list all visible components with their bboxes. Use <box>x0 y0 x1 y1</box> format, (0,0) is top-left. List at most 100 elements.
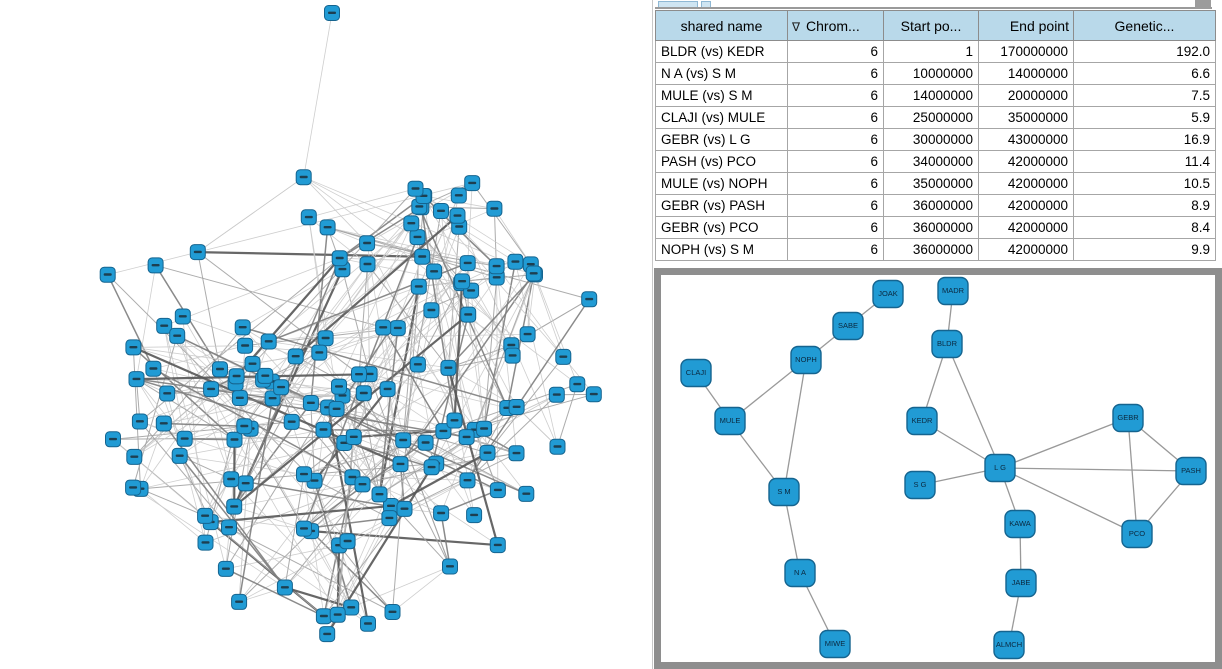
network-node[interactable] <box>379 381 396 398</box>
network-node[interactable] <box>315 421 332 438</box>
node-NOPH[interactable]: NOPH <box>790 345 822 375</box>
network-node[interactable] <box>169 327 186 344</box>
network-node[interactable] <box>488 258 505 275</box>
table-row[interactable]: MULE (vs) NOPH 6 35000000 42000000 10.5 <box>655 172 1216 195</box>
network-node[interactable] <box>319 219 336 236</box>
network-node[interactable] <box>300 209 317 226</box>
node-SABE[interactable]: SABE <box>832 311 864 341</box>
network-node[interactable] <box>409 356 426 373</box>
network-node[interactable] <box>525 265 542 282</box>
network-node[interactable] <box>508 399 525 415</box>
network-node[interactable] <box>237 475 254 492</box>
network-node[interactable] <box>203 381 220 398</box>
network-node[interactable] <box>450 187 467 204</box>
network-node[interactable] <box>328 401 345 417</box>
network-node[interactable] <box>189 244 206 261</box>
network-node[interactable] <box>407 180 424 197</box>
edge-LG-PASH[interactable] <box>999 467 1192 472</box>
network-node[interactable] <box>433 505 450 522</box>
network-node[interactable] <box>435 423 452 440</box>
network-node[interactable] <box>417 434 434 451</box>
network-node[interactable] <box>317 330 334 347</box>
network-node[interactable] <box>226 431 243 448</box>
network-node[interactable] <box>126 448 143 465</box>
network-node[interactable] <box>343 599 360 616</box>
network-node[interactable] <box>260 333 277 350</box>
network-node[interactable] <box>302 395 319 411</box>
network-node[interactable] <box>410 278 427 295</box>
network-node[interactable] <box>569 376 586 393</box>
network-node[interactable] <box>440 359 457 376</box>
network-node[interactable] <box>449 207 466 224</box>
network-node[interactable] <box>131 413 148 430</box>
edge-GEBR-PCO[interactable] <box>1127 417 1138 535</box>
network-node[interactable] <box>331 250 348 267</box>
network-node[interactable] <box>226 498 243 515</box>
network-node[interactable] <box>548 386 565 403</box>
sort-filter-icon[interactable]: ∇ <box>792 19 801 34</box>
network-node[interactable] <box>244 355 261 372</box>
network-node[interactable] <box>426 263 443 280</box>
network-node[interactable] <box>354 476 371 493</box>
network-node[interactable] <box>508 445 525 462</box>
network-node[interactable] <box>414 248 431 265</box>
network-node[interactable] <box>371 486 388 503</box>
network-node[interactable] <box>518 485 535 502</box>
node-SG[interactable]: S G <box>904 470 936 500</box>
network-node[interactable] <box>147 257 164 274</box>
network-node[interactable] <box>223 471 240 488</box>
network-node[interactable] <box>125 339 142 356</box>
node-JOAK[interactable]: JOAK <box>872 279 904 309</box>
network-node[interactable] <box>403 215 420 232</box>
column-header-end-point[interactable]: End point <box>978 10 1074 41</box>
network-node[interactable] <box>466 507 483 524</box>
node-JABE[interactable]: JABE <box>1005 568 1037 598</box>
node-PCO[interactable]: PCO <box>1121 519 1153 549</box>
node-CLAJI[interactable]: CLAJI <box>680 358 712 388</box>
network-node[interactable] <box>99 266 116 283</box>
network-node[interactable] <box>423 302 440 319</box>
node-KEDR[interactable]: KEDR <box>906 406 938 436</box>
network-node[interactable] <box>486 200 503 217</box>
network-node[interactable] <box>221 519 237 536</box>
network-node[interactable] <box>145 360 162 377</box>
network-node[interactable] <box>174 308 191 325</box>
table-row[interactable]: PASH (vs) PCO 6 34000000 42000000 11.4 <box>655 150 1216 173</box>
network-node[interactable] <box>231 593 248 610</box>
network-node[interactable] <box>519 326 536 343</box>
edge-NOPH-SM[interactable] <box>783 359 807 493</box>
network-node[interactable] <box>454 273 471 290</box>
network-node[interactable] <box>296 520 312 537</box>
network-node[interactable] <box>283 413 300 430</box>
network-node[interactable] <box>375 319 392 336</box>
network-node[interactable] <box>296 466 312 483</box>
table-row[interactable]: BLDR (vs) KEDR 6 1 170000000 192.0 <box>655 40 1216 63</box>
network-node[interactable] <box>360 615 376 632</box>
small-network-canvas[interactable]: JOAK MADR SABE BLDR NOPH CLAJI MULE KEDR GEBR L G… <box>661 275 1215 662</box>
edge-LG-PCO[interactable] <box>999 467 1138 535</box>
network-node[interactable] <box>156 317 173 334</box>
network-node[interactable] <box>197 534 214 551</box>
network-node[interactable] <box>384 604 401 620</box>
node-SM[interactable]: S M <box>768 477 800 507</box>
network-node[interactable] <box>555 348 572 365</box>
edge-LG-GEBR[interactable] <box>999 417 1129 469</box>
network-node[interactable] <box>459 255 476 272</box>
network-node[interactable] <box>329 606 346 623</box>
table-row[interactable]: GEBR (vs) PASH 6 36000000 42000000 8.9 <box>655 194 1216 217</box>
table-row[interactable]: GEBR (vs) L G 6 30000000 43000000 16.9 <box>655 128 1216 151</box>
network-node[interactable] <box>276 579 293 596</box>
network-node[interactable] <box>217 560 234 577</box>
network-node[interactable] <box>489 537 506 554</box>
scrollbar-remnant[interactable] <box>1195 0 1211 9</box>
network-node[interactable] <box>460 306 477 323</box>
network-node[interactable] <box>359 235 376 252</box>
node-KAWA[interactable]: KAWA <box>1004 509 1036 539</box>
network-node[interactable] <box>423 459 440 476</box>
network-node[interactable] <box>581 291 598 308</box>
network-node[interactable] <box>315 608 332 625</box>
network-node[interactable] <box>464 175 481 192</box>
network-node[interactable] <box>171 447 188 464</box>
network-node[interactable] <box>236 418 253 435</box>
table-row[interactable]: MULE (vs) S M 6 14000000 20000000 7.5 <box>655 84 1216 107</box>
